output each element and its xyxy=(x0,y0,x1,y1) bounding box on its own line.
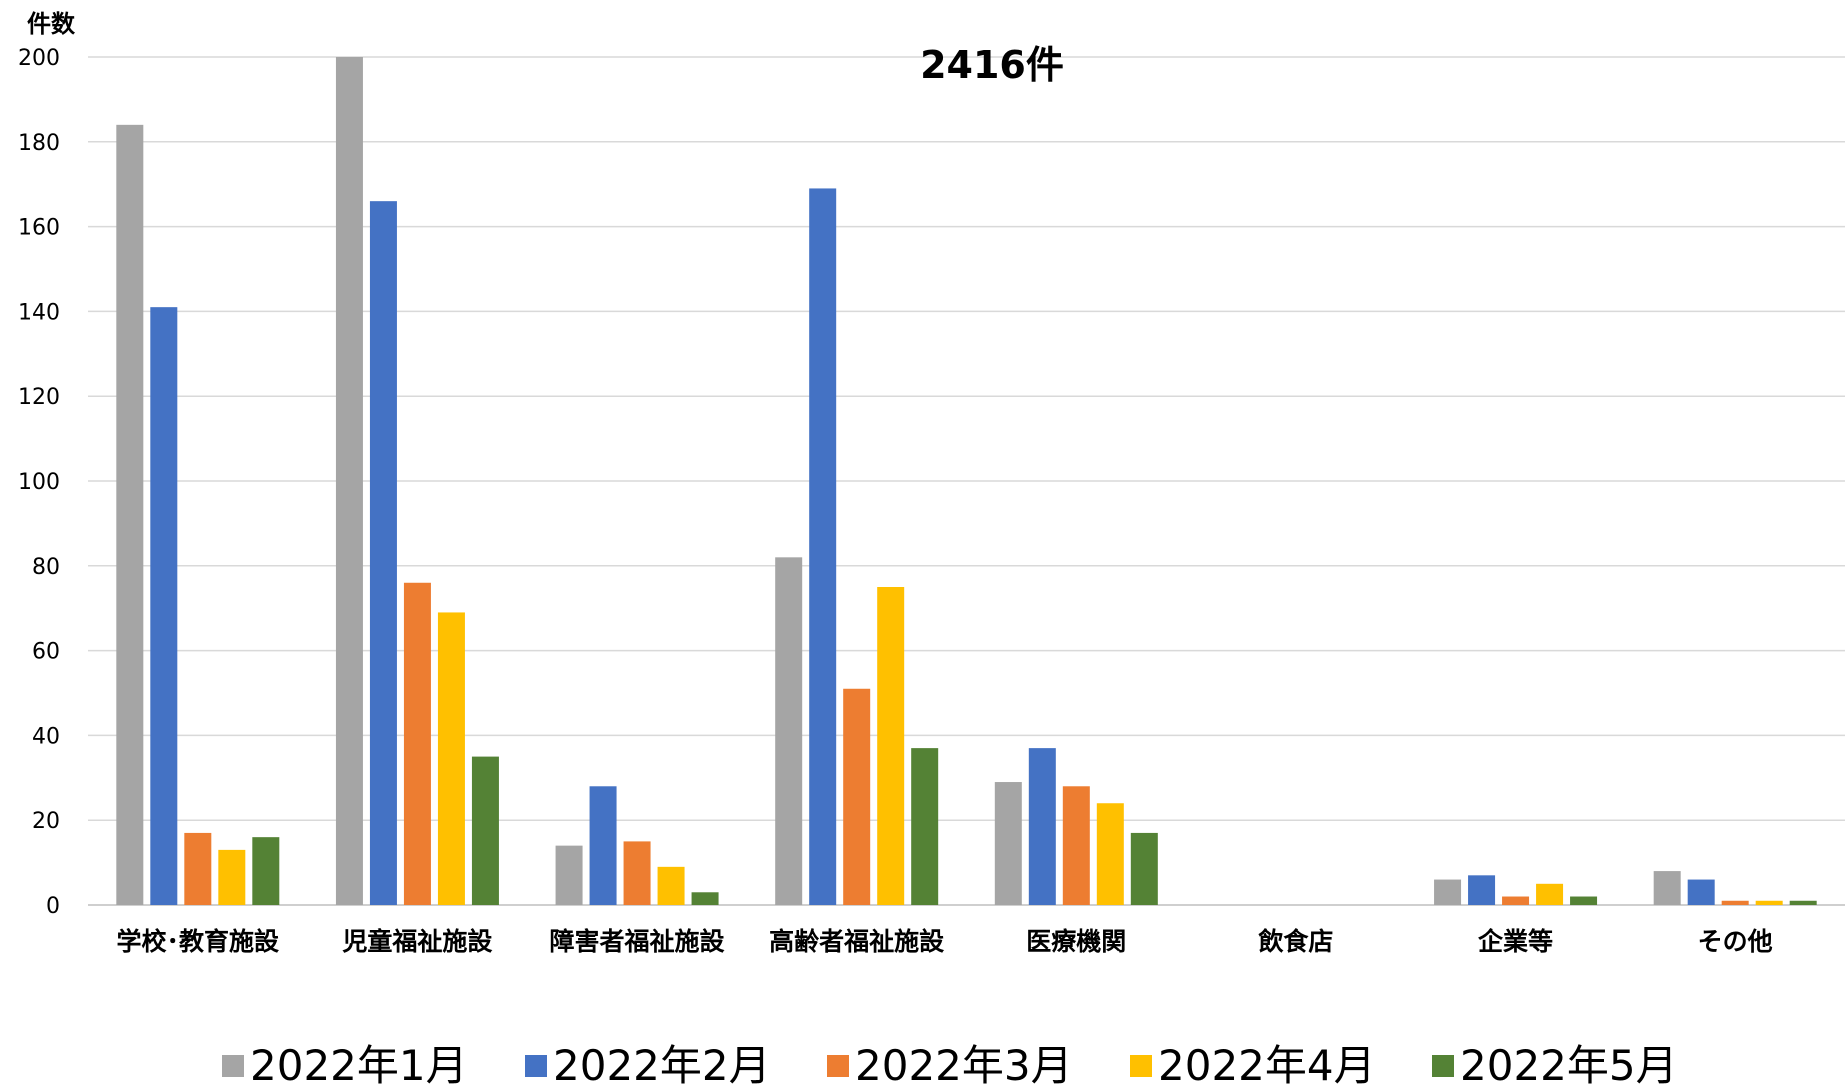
legend-swatch xyxy=(525,1055,547,1077)
bar xyxy=(589,786,617,905)
bar xyxy=(1096,803,1124,905)
y-axis-label: 件数 xyxy=(27,10,76,38)
legend-swatch xyxy=(1130,1055,1152,1077)
y-tick-label: 100 xyxy=(18,470,60,495)
bar xyxy=(184,832,212,905)
bar xyxy=(1653,871,1681,905)
bar xyxy=(1789,900,1817,905)
legend-label: 2022年5月 xyxy=(1460,1041,1678,1090)
bar xyxy=(555,845,583,905)
bar xyxy=(623,841,651,905)
legend-swatch xyxy=(827,1055,849,1077)
bar xyxy=(403,582,431,905)
bar xyxy=(1687,879,1715,905)
x-category-label: 医療機関 xyxy=(1026,927,1126,956)
y-tick-label: 140 xyxy=(18,300,60,325)
bar xyxy=(1130,832,1158,905)
bar xyxy=(877,587,905,905)
bar xyxy=(1570,896,1598,905)
y-tick-label: 200 xyxy=(18,46,60,71)
bar xyxy=(1502,896,1530,905)
y-tick-label: 80 xyxy=(32,555,60,580)
bar xyxy=(218,849,246,905)
x-category-label: 児童福祉施設 xyxy=(342,927,493,956)
chart-title: 2416件 xyxy=(920,43,1064,87)
y-tick-label: 0 xyxy=(46,894,60,919)
x-category-label: 企業等 xyxy=(1478,927,1553,956)
bar xyxy=(1721,900,1749,905)
bar xyxy=(1468,875,1496,905)
y-tick-label: 60 xyxy=(32,640,60,665)
bar xyxy=(843,688,871,905)
bar xyxy=(437,612,465,905)
legend-label: 2022年3月 xyxy=(855,1041,1073,1090)
x-category-label: 学校･教育施設 xyxy=(117,927,281,956)
bar xyxy=(252,837,280,905)
bar xyxy=(369,201,397,905)
y-tick-label: 120 xyxy=(18,385,60,410)
y-axis-ticks: 0 20 40 60 80 100 120 140 160 180 200 xyxy=(18,46,60,919)
y-tick-label: 40 xyxy=(32,724,60,749)
x-category-label: 障害者福祉施設 xyxy=(550,927,726,956)
y-tick-label: 160 xyxy=(18,216,60,241)
bars xyxy=(116,57,1817,906)
x-category-label: 高齢者福祉施設 xyxy=(769,927,945,956)
legend-swatch xyxy=(1432,1055,1454,1077)
bar xyxy=(775,557,803,905)
y-tick-label: 20 xyxy=(32,809,60,834)
bar xyxy=(1755,900,1783,905)
bar xyxy=(1536,883,1564,905)
legend-label: 2022年1月 xyxy=(250,1041,468,1090)
bar xyxy=(1062,786,1090,905)
bar xyxy=(335,57,363,905)
x-axis-categories: 学校･教育施設 児童福祉施設 障害者福祉施設 高齢者福祉施設 医療機関 飲食店 企業等 その他 xyxy=(117,927,1773,956)
bar xyxy=(150,307,178,905)
bar xyxy=(657,866,685,905)
y-tick-label: 180 xyxy=(18,131,60,156)
legend-label: 2022年2月 xyxy=(553,1041,771,1090)
bar xyxy=(1434,879,1462,905)
bar xyxy=(994,782,1022,905)
x-category-label: 飲食店 xyxy=(1257,927,1333,956)
legend-swatch xyxy=(222,1055,244,1077)
x-category-label: その他 xyxy=(1698,927,1773,956)
bar xyxy=(1028,748,1056,905)
legend: 2022年1月 2022年2月 2022年3月 2022年4月 2022年5月 xyxy=(222,1041,1678,1090)
bar xyxy=(471,756,499,905)
bar xyxy=(911,748,939,905)
bar xyxy=(116,124,144,906)
bar xyxy=(691,892,719,905)
bar xyxy=(809,188,837,905)
legend-label: 2022年4月 xyxy=(1158,1041,1376,1090)
